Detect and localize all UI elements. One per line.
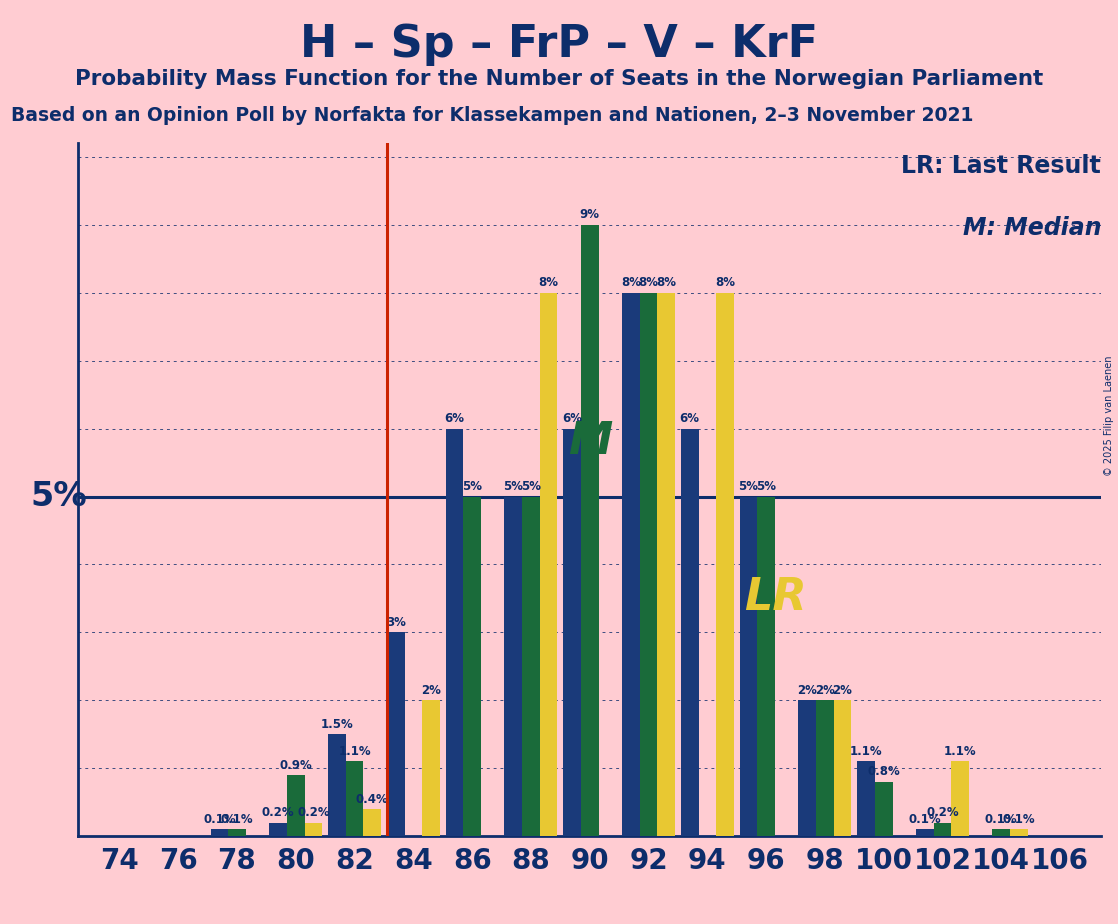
Text: 9%: 9% — [580, 208, 599, 222]
Text: 2%: 2% — [421, 684, 440, 697]
Bar — [387, 632, 405, 836]
Bar — [581, 225, 598, 836]
Text: 5%: 5% — [462, 480, 482, 493]
Text: 0.9%: 0.9% — [280, 759, 312, 772]
Text: 0.2%: 0.2% — [926, 807, 959, 820]
Text: 2%: 2% — [833, 684, 853, 697]
Bar — [363, 809, 381, 836]
Text: 0.1%: 0.1% — [1003, 813, 1035, 826]
Text: 8%: 8% — [620, 276, 641, 289]
Text: 0.8%: 0.8% — [868, 765, 900, 778]
Text: M: Median: M: Median — [963, 216, 1101, 240]
Bar — [540, 293, 558, 836]
Text: Probability Mass Function for the Number of Seats in the Norwegian Parliament: Probability Mass Function for the Number… — [75, 69, 1043, 90]
Bar — [740, 496, 757, 836]
Bar — [816, 700, 834, 836]
Text: 6%: 6% — [445, 412, 464, 425]
Bar — [446, 429, 463, 836]
Bar — [993, 830, 1010, 836]
Bar — [858, 761, 875, 836]
Text: 5%: 5% — [503, 480, 523, 493]
Text: 1.5%: 1.5% — [321, 718, 353, 731]
Text: 2%: 2% — [797, 684, 817, 697]
Bar — [622, 293, 639, 836]
Text: © 2025 Filip van Laenen: © 2025 Filip van Laenen — [1105, 356, 1114, 476]
Text: 8%: 8% — [656, 276, 676, 289]
Text: Based on an Opinion Poll by Norfakta for Klassekampen and Nationen, 2–3 November: Based on an Opinion Poll by Norfakta for… — [11, 106, 974, 126]
Bar — [345, 761, 363, 836]
Text: 8%: 8% — [716, 276, 735, 289]
Text: 0.2%: 0.2% — [297, 807, 330, 820]
Bar — [328, 735, 345, 836]
Text: M: M — [568, 419, 612, 463]
Text: 5%: 5% — [756, 480, 776, 493]
Bar — [269, 822, 287, 836]
Bar — [463, 496, 481, 836]
Text: 3%: 3% — [386, 616, 406, 629]
Bar — [304, 822, 322, 836]
Bar — [657, 293, 675, 836]
Bar — [875, 782, 892, 836]
Bar — [639, 293, 657, 836]
Text: 8%: 8% — [539, 276, 559, 289]
Bar — [916, 830, 934, 836]
Text: 0.2%: 0.2% — [262, 807, 294, 820]
Bar — [798, 700, 816, 836]
Bar — [717, 293, 733, 836]
Text: 0.1%: 0.1% — [985, 813, 1017, 826]
Text: 1.1%: 1.1% — [850, 745, 882, 758]
Text: 5%: 5% — [521, 480, 541, 493]
Bar — [681, 429, 699, 836]
Text: 5%: 5% — [30, 480, 87, 513]
Text: 5%: 5% — [739, 480, 758, 493]
Bar — [757, 496, 775, 836]
Bar — [1010, 830, 1027, 836]
Text: 2%: 2% — [815, 684, 835, 697]
Text: LR: Last Result: LR: Last Result — [901, 153, 1101, 177]
Bar — [522, 496, 540, 836]
Bar — [287, 775, 304, 836]
Text: 0.1%: 0.1% — [909, 813, 941, 826]
Text: 6%: 6% — [562, 412, 582, 425]
Bar — [834, 700, 852, 836]
Text: 0.4%: 0.4% — [356, 793, 389, 806]
Bar — [504, 496, 522, 836]
Text: H – Sp – FrP – V – KrF: H – Sp – FrP – V – KrF — [300, 23, 818, 67]
Text: 1.1%: 1.1% — [339, 745, 371, 758]
Text: LR: LR — [743, 576, 806, 619]
Bar — [934, 822, 951, 836]
Bar — [423, 700, 439, 836]
Text: 0.1%: 0.1% — [203, 813, 236, 826]
Bar — [951, 761, 969, 836]
Text: 0.1%: 0.1% — [220, 813, 254, 826]
Text: 1.1%: 1.1% — [944, 745, 976, 758]
Bar — [210, 830, 228, 836]
Bar — [228, 830, 246, 836]
Text: 8%: 8% — [638, 276, 659, 289]
Text: 6%: 6% — [680, 412, 700, 425]
Bar — [563, 429, 581, 836]
